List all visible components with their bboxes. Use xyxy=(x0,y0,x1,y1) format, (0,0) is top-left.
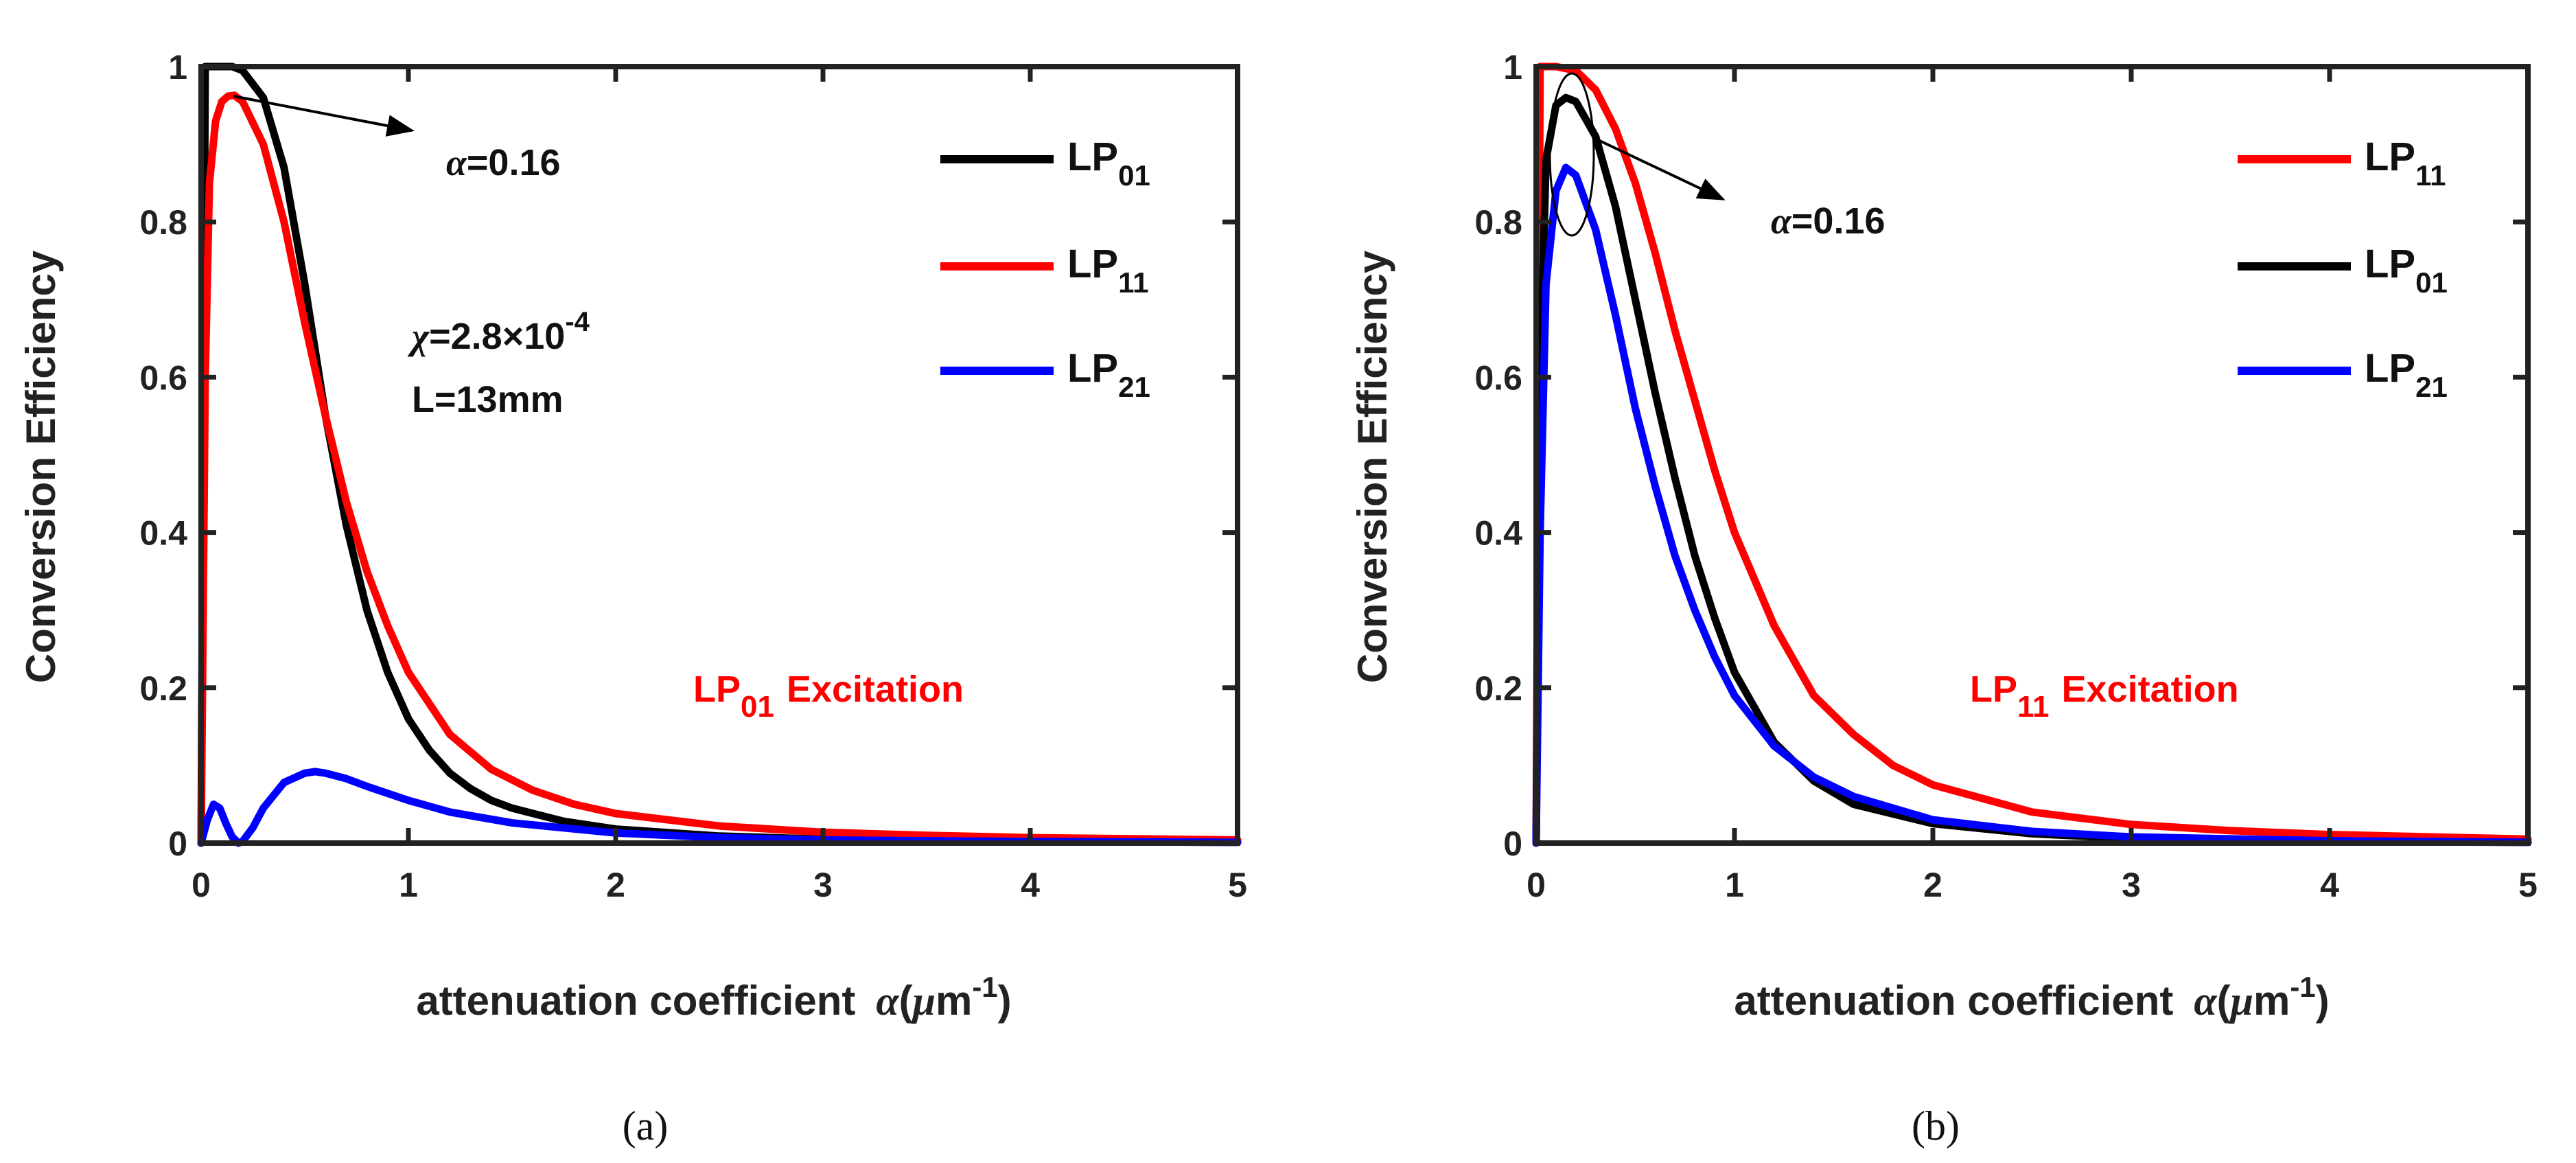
panel-a-series-lp01 xyxy=(197,62,1242,847)
panel-a-excitation-label: LP01 Excitation xyxy=(693,669,964,724)
panel-b-axes-box xyxy=(1533,64,2531,846)
panel-a-series-lp21 xyxy=(197,768,1242,847)
panel-a-ytick-label: 0.8 xyxy=(139,203,187,242)
panel-a-ytick-label: 0.2 xyxy=(139,669,187,708)
panel-a-legend: LP01 LP11 LP21 xyxy=(940,135,1150,403)
panel-b-x-axis-label: attenuation coefficient α(μm-1) xyxy=(1734,971,2329,1024)
panel-b-xtick-label: 1 xyxy=(1725,866,1744,904)
panel-a-legend-label-lp21: LP21 xyxy=(1067,346,1150,403)
panel-b-chart: 0 1 2 3 4 5 0 0.2 0.4 0.6 0.8 1 α=0.16 LP11 Excitati… xyxy=(1349,48,2538,1149)
panel-a-alpha-arrow xyxy=(233,95,415,137)
panel-b-legend: LP11 LP01 LP21 xyxy=(2238,135,2448,403)
panel-a-xtick-label: 4 xyxy=(1021,866,1040,904)
panel-a-axes: 0 1 2 3 4 5 0 0.2 0.4 0.6 0.8 1 xyxy=(139,48,1246,904)
panel-b-xtick-label: 4 xyxy=(2320,866,2339,904)
panel-a-legend-label-lp11: LP11 xyxy=(1067,242,1149,299)
panel-a-xtick-label: 0 xyxy=(192,866,211,904)
panel-a-xtick-label: 5 xyxy=(1228,866,1247,904)
panel-a-length-annotation: L=13mm xyxy=(412,379,564,420)
panel-a-ytick-label: 0.6 xyxy=(139,358,187,397)
panel-b-ytick-label: 0.2 xyxy=(1474,669,1522,708)
panel-a-xtick-label: 1 xyxy=(399,866,418,904)
panel-b-excitation-label: LP11 Excitation xyxy=(1970,669,2239,724)
panel-b-ytick-label: 0 xyxy=(1503,825,1522,863)
panel-b-y-axis-label: Conversion Efficiency xyxy=(1349,250,1395,683)
panel-b-xtick-label: 3 xyxy=(2122,866,2141,904)
panel-b-legend-label-lp11: LP11 xyxy=(2365,135,2446,192)
panel-a-chart: 0 1 2 3 4 5 0 0.2 0.4 0.6 0.8 1 α=0.16 χ=2.8×10-4 L… xyxy=(18,48,1247,1149)
panel-b-series-lp21 xyxy=(1532,163,2532,847)
panel-b-xtick-label: 2 xyxy=(1923,866,1942,904)
panel-a-axes-box xyxy=(198,64,1240,846)
panel-b-legend-label-lp01: LP01 xyxy=(2365,242,2448,299)
panel-b-ytick-label: 0.4 xyxy=(1474,514,1522,553)
panel-b-ytick-label: 0.6 xyxy=(1474,358,1522,397)
panel-b-alpha-arrow xyxy=(1592,136,1726,200)
panel-b-xtick-label: 5 xyxy=(2518,866,2538,904)
panel-a-y-axis-label: Conversion Efficiency xyxy=(18,250,64,683)
panel-b-legend-label-lp21: LP21 xyxy=(2365,346,2448,403)
panel-b-alpha-annotation: α=0.16 xyxy=(1771,200,1885,242)
panel-a-legend-label-lp01: LP01 xyxy=(1067,135,1150,192)
panel-b-xtick-label: 0 xyxy=(1527,866,1546,904)
panel-b-series xyxy=(1532,62,2532,847)
panel-a-series-lp11 xyxy=(197,91,1242,847)
panel-a-x-axis-label: attenuation coefficient α(μm-1) xyxy=(416,971,1011,1024)
panel-b-ytick-label: 0.8 xyxy=(1474,203,1522,242)
panel-a-xtick-label: 2 xyxy=(606,866,625,904)
panel-b-ytick-label: 1 xyxy=(1503,48,1522,87)
panel-a-series xyxy=(197,62,1242,847)
panel-a-caption: (a) xyxy=(623,1103,669,1149)
panel-a-chi-annotation: χ=2.8×10-4 xyxy=(407,307,590,357)
panel-a-ytick-label: 1 xyxy=(168,48,187,87)
panel-b-caption: (b) xyxy=(1912,1103,1960,1149)
panel-b-alpha-ellipse xyxy=(1548,72,1595,237)
panel-b-series-lp01 xyxy=(1532,93,2532,847)
panel-a-ytick-label: 0 xyxy=(168,825,187,863)
panel-b-series-lp11 xyxy=(1532,62,2532,847)
panel-a-xtick-label: 3 xyxy=(813,866,833,904)
panel-b-axes: 0 1 2 3 4 5 0 0.2 0.4 0.6 0.8 1 xyxy=(1474,48,2537,904)
panel-a-alpha-annotation: α=0.16 xyxy=(446,142,561,183)
panel-a-ytick-label: 0.4 xyxy=(139,514,187,553)
